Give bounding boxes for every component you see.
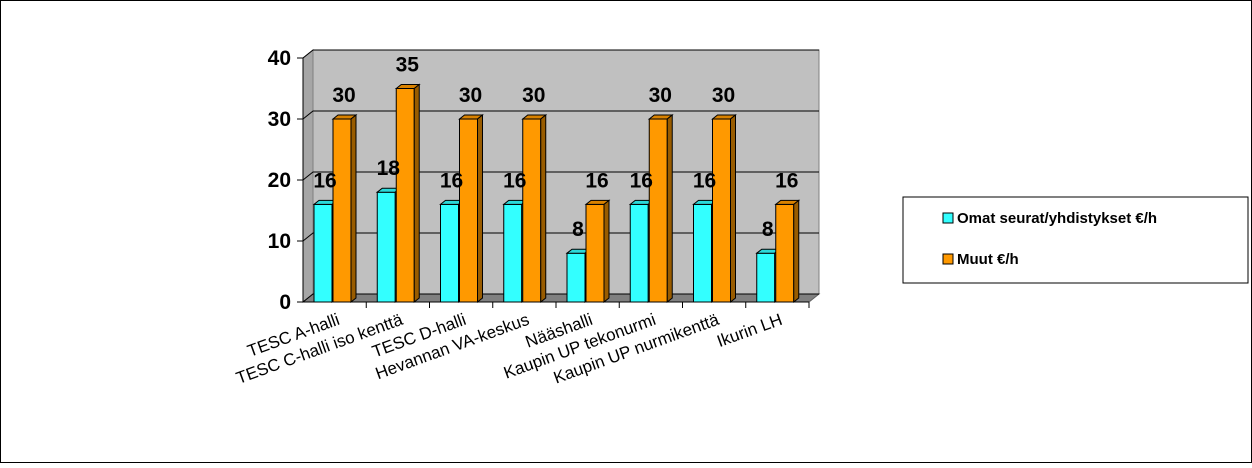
legend-swatch-muut (942, 253, 954, 265)
legend-box (902, 196, 1249, 284)
data-label: 30 (649, 84, 672, 107)
gridline (302, 49, 819, 59)
bar (712, 118, 731, 303)
data-label: 16 (503, 169, 526, 192)
bar (440, 203, 459, 303)
data-label: 35 (396, 54, 420, 77)
bar (376, 191, 396, 303)
bar (585, 203, 605, 303)
data-label: 8 (762, 218, 774, 241)
bar (332, 118, 352, 303)
bar (756, 252, 776, 303)
bars (312, 83, 801, 304)
data-label: 30 (332, 84, 355, 107)
data-labels: 16 30 18 35 16 30 16 30 8 16 16 30 16 30 8 16 (313, 54, 798, 242)
legend-label-omat: Omat seurat/yhdistykset €/h (957, 210, 1157, 227)
bar (522, 118, 542, 303)
data-label: 8 (572, 218, 584, 241)
bar (503, 203, 523, 303)
y-tick-label: 40 (268, 47, 291, 70)
data-label: 16 (313, 169, 336, 192)
data-label: 30 (522, 84, 545, 107)
y-tick-label: 20 (268, 169, 291, 192)
bar (629, 203, 649, 303)
bar-side (350, 113, 357, 304)
data-label: 16 (440, 169, 463, 192)
y-tick-label: 0 (279, 291, 291, 314)
bar-side (793, 199, 800, 304)
bar (459, 118, 478, 303)
data-label: 30 (712, 84, 735, 107)
y-tick-label: 10 (268, 230, 291, 253)
bar (648, 118, 668, 303)
data-label: 16 (585, 169, 608, 192)
bar (566, 252, 586, 303)
bar-side (603, 199, 610, 304)
bar (313, 203, 333, 303)
data-label: 30 (459, 84, 482, 107)
data-label: 18 (377, 157, 401, 180)
data-label: 16 (630, 169, 653, 192)
bar (693, 203, 712, 303)
data-label: 16 (775, 169, 798, 192)
legend-swatch-omat (942, 212, 954, 224)
legend: Omat seurat/yhdistykset €/h Muut €/h (902, 196, 1249, 284)
data-label: 16 (693, 169, 716, 192)
bar (775, 203, 795, 303)
y-tick-label: 30 (268, 108, 291, 131)
bar-side (540, 113, 547, 304)
bar-side (666, 113, 673, 304)
bar-side (413, 83, 420, 304)
legend-label-muut: Muut €/h (957, 251, 1019, 268)
bar-side (477, 113, 483, 304)
bar (395, 88, 415, 303)
bar-side (730, 113, 736, 304)
gridline (302, 110, 819, 120)
